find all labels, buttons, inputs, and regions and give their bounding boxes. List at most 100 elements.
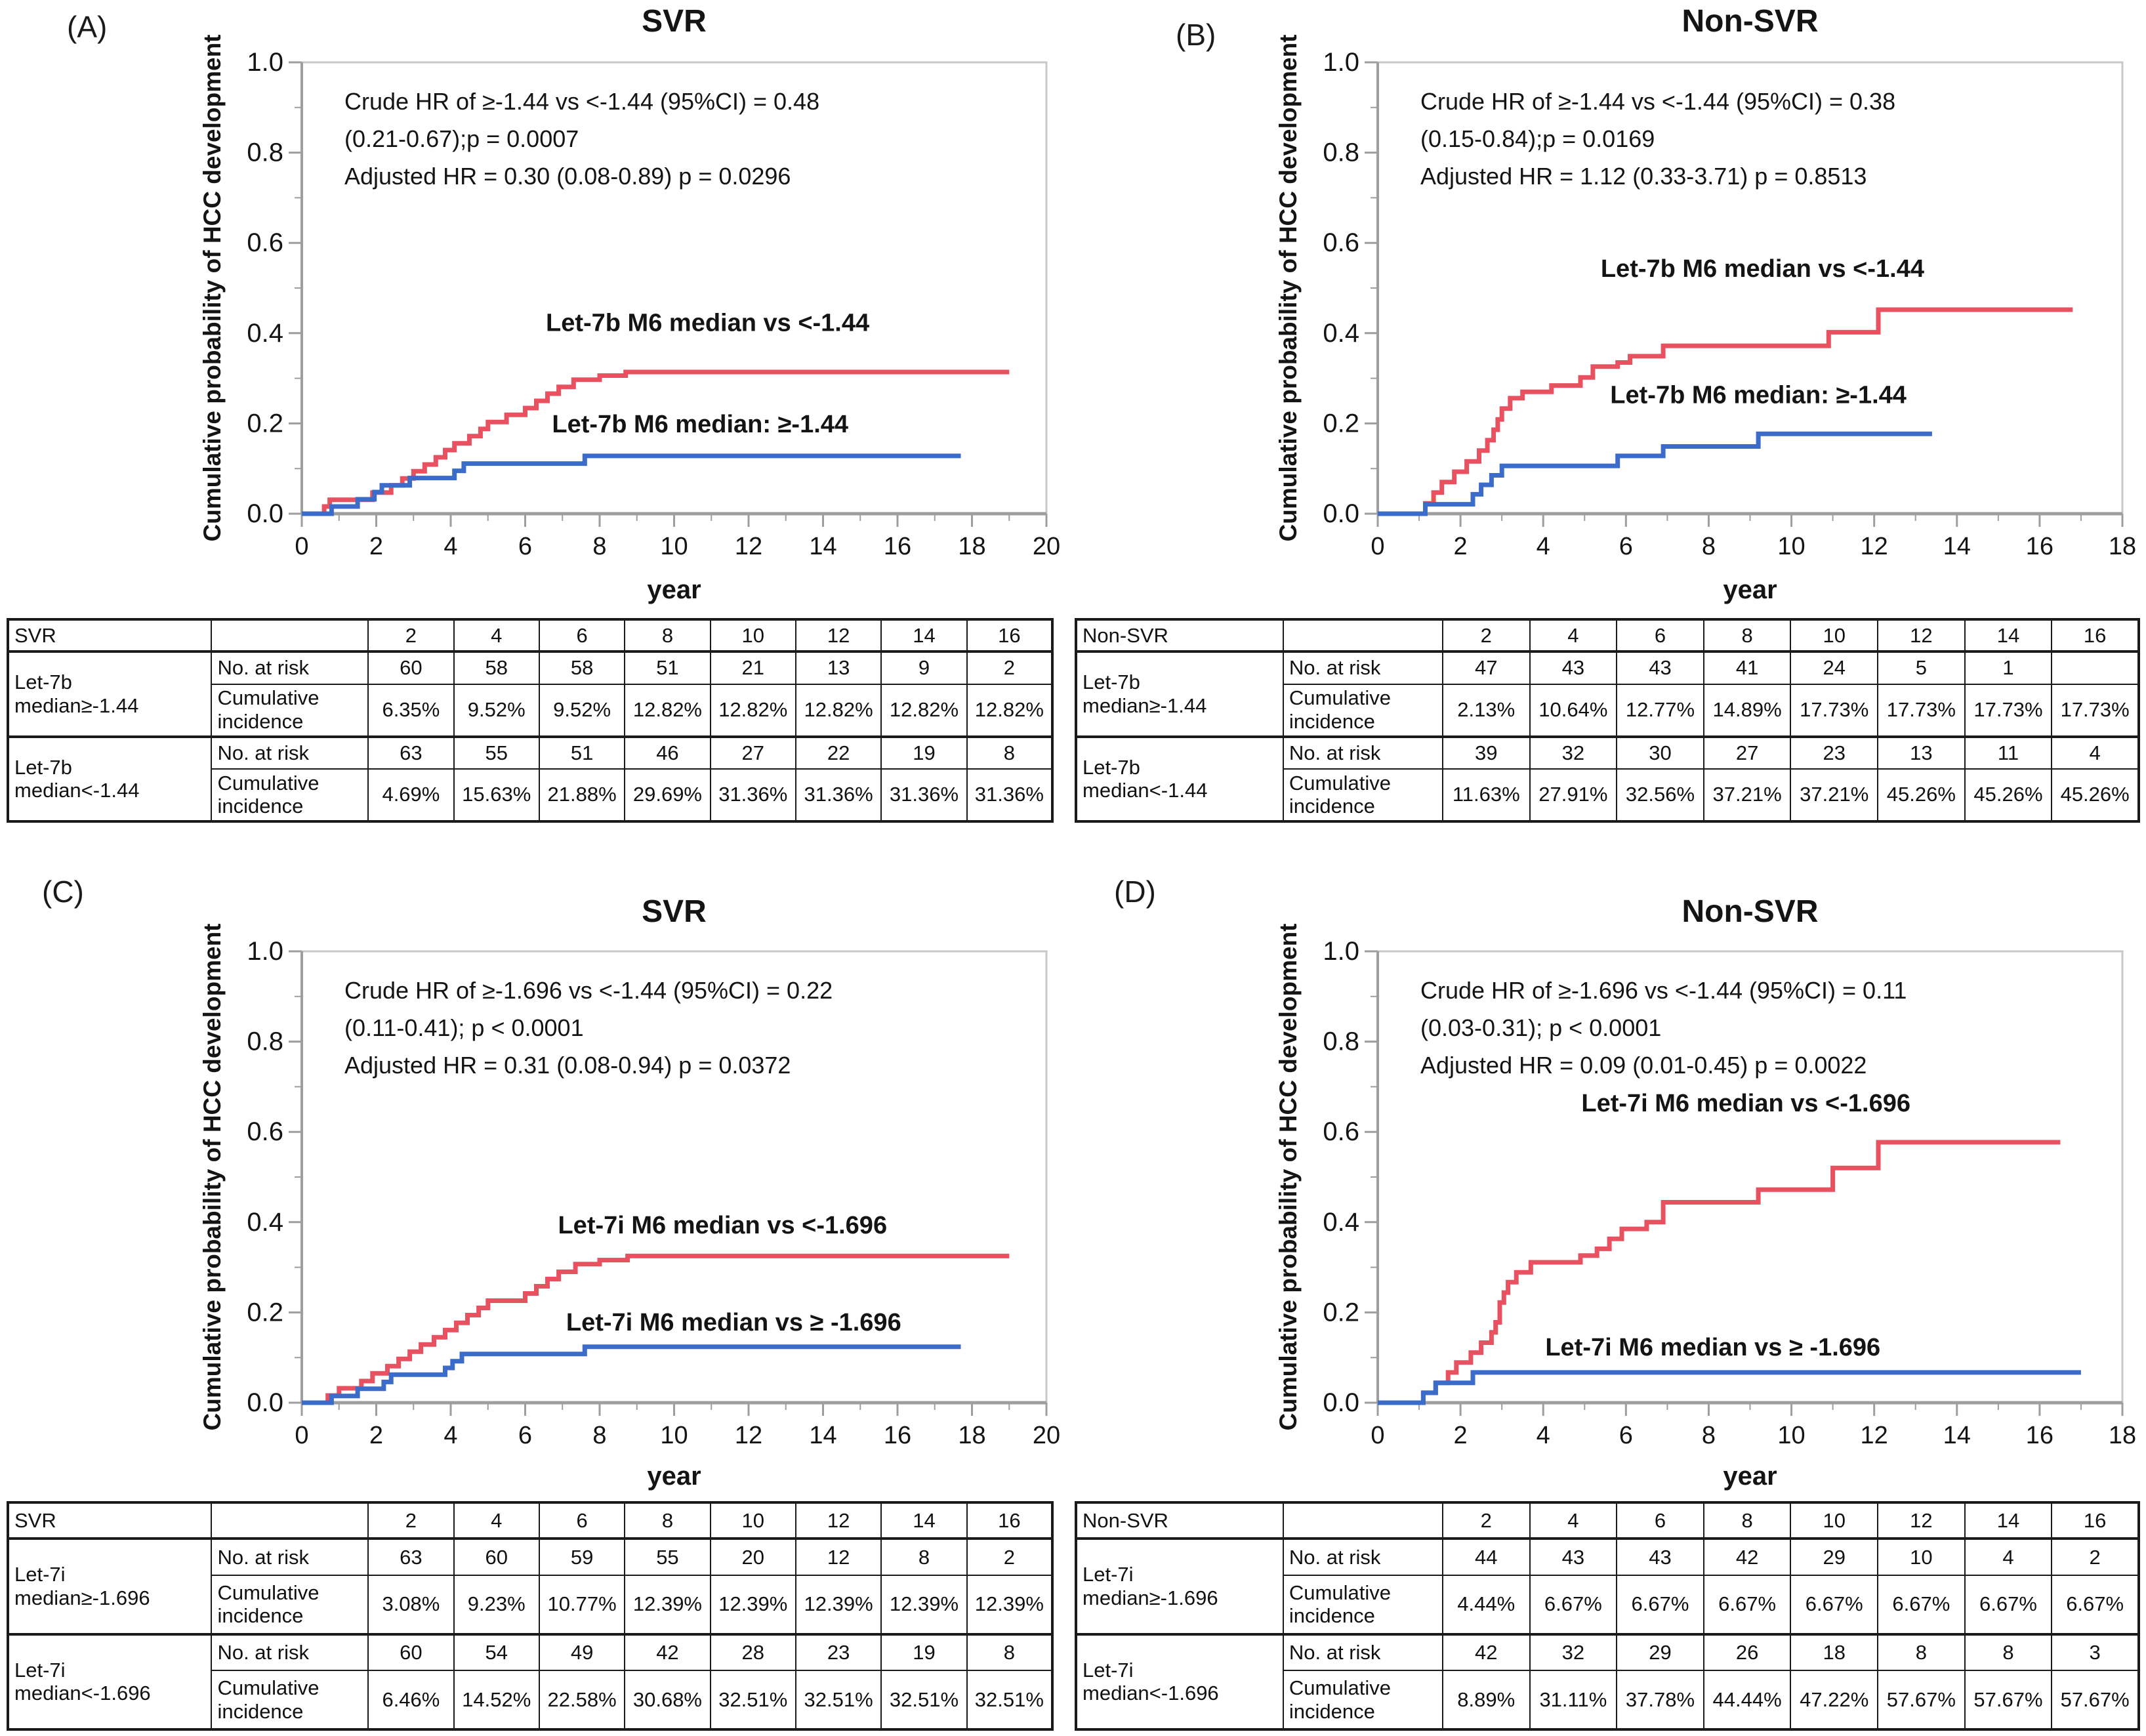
table-year-header: 4	[453, 618, 540, 653]
y-tick-label: 1.0	[1323, 48, 1359, 77]
group-label-line: Let-7i	[1083, 1563, 1134, 1586]
km-plot-D: 0 2 4 6 8 10 12 14 16 18 0.0 0.2 0.4 0.6 0.8 1.0 Non-SVR…	[1275, 894, 2136, 1491]
x-tick-label: 4	[1537, 1422, 1550, 1449]
x-tick-label: 8	[592, 533, 606, 560]
group-label-line: median<-1.44	[14, 779, 140, 802]
row-label-line: incidence	[217, 795, 304, 818]
table-year-header: 6	[538, 618, 626, 653]
row-label-line: incidence	[217, 710, 304, 734]
cumulative-incidence-cell: 12.82%	[709, 683, 796, 737]
table-year-header: 8	[624, 618, 711, 653]
km-chart-nonsvr-let7i: 0 2 4 6 8 10 12 14 16 18 0.0 0.2 0.4 0.6 0.8 1.0 Non-SVR…	[1266, 869, 2145, 1493]
cumulative-incidence-cell: 32.51%	[794, 1670, 882, 1730]
risk-value-cell: 54	[453, 1632, 540, 1672]
group-label-line: median≥-1.696	[1083, 1586, 1218, 1610]
risk-value-cell: 60	[367, 651, 455, 685]
table-row-label: Cumulative incidence	[1282, 1574, 1443, 1635]
risk-value-cell: 43	[1616, 651, 1704, 685]
series-line-red	[302, 1253, 1010, 1405]
risk-value-cell: 47	[1441, 651, 1531, 685]
risk-value-cell: 55	[624, 1538, 711, 1576]
table-year-header: 10	[1790, 1501, 1879, 1540]
table-group-label: Let-7i median<-1.696	[1075, 1632, 1284, 1731]
cumulative-incidence-cell: 31.36%	[794, 768, 882, 823]
risk-value-cell: 58	[538, 651, 626, 685]
table-group-label: Let-7i median<-1.696	[7, 1632, 213, 1731]
cumulative-incidence-cell: 31.36%	[709, 768, 796, 823]
x-tick-label: 14	[1943, 533, 1971, 560]
chart-title: Non-SVR	[1682, 4, 1819, 39]
row-label-line: incidence	[1289, 1604, 1375, 1628]
x-tick-label: 18	[958, 1422, 985, 1449]
x-axis-title: year	[1723, 575, 1777, 604]
table-corner-label: Non-SVR	[1075, 1501, 1284, 1540]
row-label-line: Cumulative	[1289, 1581, 1391, 1604]
risk-table-A: SVR 2 4 6 8 10 12 14 16 Let-7b median≥-1.44 No. at …	[7, 618, 1054, 823]
y-tick-label: 0.2	[247, 1298, 283, 1327]
cumulative-incidence-cell: 21.88%	[538, 768, 626, 823]
cumulative-incidence-cell: 12.82%	[966, 683, 1054, 737]
y-tick-label: 0.4	[247, 319, 283, 348]
hr-annotation-line: Crude HR of ≥-1.44 vs <-1.44 (95%CI) = 0…	[1420, 88, 1895, 115]
table-row-label: No. at risk	[1282, 651, 1443, 685]
risk-value-cell: 43	[1529, 651, 1618, 685]
x-tick-label: 0	[1371, 1422, 1384, 1449]
x-tick-label: 16	[884, 1422, 911, 1449]
table-year-header: 2	[367, 1501, 455, 1540]
risk-value-cell: 42	[1441, 1632, 1531, 1672]
cumulative-incidence-cell: 45.26%	[2051, 768, 2139, 823]
y-axis-title: Cumulative probability of HCC developmen…	[1275, 35, 1302, 542]
series-label: Let-7i M6 median vs ≥ -1.696	[1545, 1334, 1880, 1361]
group-label-line: median≥-1.44	[1083, 693, 1207, 717]
cumulative-incidence-cell: 6.35%	[367, 683, 455, 737]
table-blank-cell	[211, 1501, 369, 1540]
risk-value-cell: 23	[1790, 735, 1879, 770]
risk-value-cell: 27	[1702, 735, 1792, 770]
group-label-line: Let-7i	[14, 1658, 66, 1682]
y-tick-label: 0.4	[247, 1208, 283, 1237]
risk-value-cell: 21	[709, 651, 796, 685]
group-label-line: Let-7b	[14, 755, 72, 779]
table-year-header: 6	[538, 1501, 626, 1540]
cumulative-incidence-cell: 3.08%	[367, 1574, 455, 1635]
x-tick-label: 0	[295, 1422, 308, 1449]
risk-value-cell: 46	[624, 735, 711, 770]
cumulative-incidence-cell: 30.68%	[624, 1670, 711, 1730]
group-label-line: Let-7i	[14, 1563, 66, 1586]
risk-value-cell: 9	[880, 651, 968, 685]
group-label-line: Let-7b	[1083, 755, 1140, 779]
chart-title: SVR	[642, 4, 707, 39]
y-tick-label: 0.8	[1323, 138, 1359, 167]
x-tick-label: 16	[884, 533, 911, 560]
cumulative-incidence-cell: 14.52%	[453, 1670, 540, 1730]
risk-value-cell: 55	[453, 735, 540, 770]
table-year-header: 4	[453, 1501, 540, 1540]
y-tick-label: 0.6	[1323, 1117, 1359, 1146]
table-row-label: Cumulative incidence	[211, 768, 369, 823]
x-tick-label: 4	[444, 533, 457, 560]
cumulative-incidence-cell: 31.11%	[1529, 1670, 1618, 1730]
km-plot-B: 0 2 4 6 8 10 12 14 16 18 0.0 0.2 0.4 0.6 0.8 1.0 Non-SVR…	[1275, 4, 2136, 604]
risk-value-cell: 39	[1441, 735, 1531, 770]
group-label-line: Let-7b	[14, 671, 72, 694]
cumulative-incidence-cell: 37.21%	[1702, 768, 1792, 823]
x-axis-title: year	[647, 575, 701, 604]
table-year-header: 14	[1964, 618, 2053, 653]
risk-value-cell: 32	[1529, 1632, 1618, 1672]
cumulative-incidence-cell: 10.77%	[538, 1574, 626, 1635]
x-tick-label: 4	[444, 1422, 457, 1449]
series-label: Let-7b M6 median: ≥-1.44	[1610, 381, 1907, 409]
risk-value-cell: 5	[1877, 651, 1966, 685]
x-tick-label: 2	[1454, 1422, 1468, 1449]
risk-value-cell: 20	[709, 1538, 796, 1576]
series-label: Let-7b M6 median vs <-1.44	[546, 309, 869, 337]
x-tick-label: 2	[369, 533, 383, 560]
table-corner-label: Non-SVR	[1075, 618, 1284, 653]
x-tick-label: 0	[1371, 533, 1384, 560]
series-line-blue	[302, 1344, 961, 1405]
x-tick-label: 18	[2109, 1422, 2136, 1449]
risk-value-cell: 43	[1529, 1538, 1618, 1576]
panel-label-b: (B)	[1176, 18, 1216, 52]
table-year-header: 12	[1877, 1501, 1966, 1540]
